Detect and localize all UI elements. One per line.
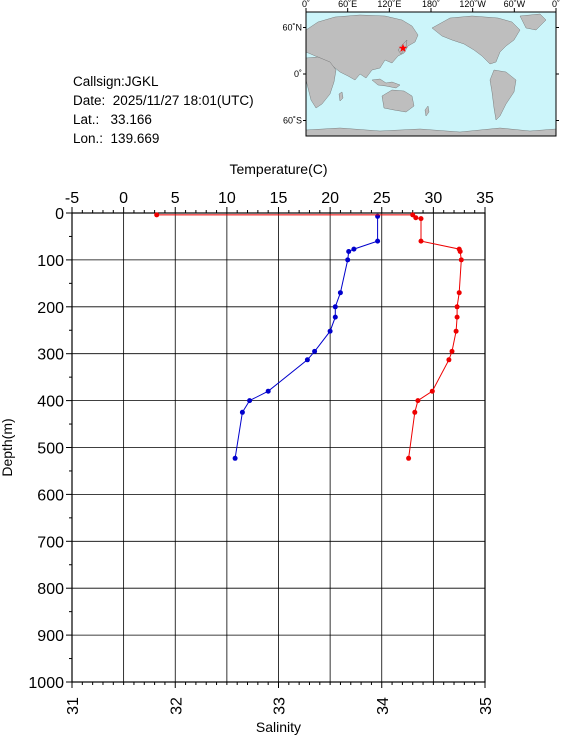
map-lon-label: 0˚ bbox=[552, 0, 560, 9]
temperature-data-point bbox=[351, 246, 357, 252]
station-info: Callsign:JGKL Date: 2025/11/27 18:01(UTC… bbox=[73, 72, 254, 148]
bottom-tick-label: 31 bbox=[65, 697, 82, 715]
callsign-text: Callsign:JGKL bbox=[73, 74, 159, 89]
y-tick-label: 0 bbox=[55, 206, 64, 223]
date-value: 2025/11/27 18:01(UTC) bbox=[112, 93, 254, 108]
salinity-profile-line bbox=[156, 214, 462, 459]
top-axis-title: Temperature(C) bbox=[229, 161, 327, 177]
salinity-data-point bbox=[453, 328, 459, 334]
salinity-data-point bbox=[449, 348, 455, 354]
top-tick-label: 15 bbox=[270, 190, 288, 207]
temperature-data-point bbox=[232, 455, 238, 461]
y-tick-label: 700 bbox=[37, 534, 64, 551]
y-tick-label: 100 bbox=[37, 253, 64, 270]
salinity-data-point bbox=[454, 314, 460, 320]
top-tick-label: 25 bbox=[373, 190, 391, 207]
bottom-tick-label: 34 bbox=[375, 697, 392, 715]
y-tick-label: 400 bbox=[37, 394, 64, 411]
salinity-data-point bbox=[458, 257, 464, 263]
chart-grid bbox=[71, 212, 486, 683]
salinity-data-point bbox=[415, 398, 421, 404]
land-new-zealand bbox=[424, 105, 430, 117]
lon-label: Lon.: bbox=[73, 131, 104, 146]
top-tick-label: 30 bbox=[424, 190, 442, 207]
salinity-data-point bbox=[413, 215, 419, 221]
top-tick-label: 20 bbox=[321, 190, 339, 207]
salinity-data-point bbox=[406, 455, 412, 461]
map-lon-label: 0˚ bbox=[302, 0, 310, 9]
salinity-data-point bbox=[454, 304, 460, 310]
top-tick-label: 5 bbox=[171, 190, 180, 207]
temperature-profile-line bbox=[234, 216, 379, 459]
salinity-data-point bbox=[446, 357, 452, 363]
salinity-data-point bbox=[429, 388, 435, 394]
top-tick-label: 10 bbox=[218, 190, 236, 207]
land-greenland bbox=[519, 13, 547, 31]
salinity-data-point bbox=[412, 409, 418, 415]
temperature-data-point bbox=[346, 249, 352, 254]
temperature-data-point bbox=[265, 388, 271, 394]
temperature-data-point bbox=[345, 257, 351, 263]
temperature-data-point bbox=[332, 314, 338, 320]
map-lon-label: 120˚W bbox=[459, 0, 486, 9]
top-tick-label: -5 bbox=[65, 190, 79, 207]
land-north-america bbox=[431, 15, 521, 65]
bottom-tick-label: 32 bbox=[168, 697, 185, 715]
land-south-america bbox=[489, 69, 517, 121]
temperature-data-point bbox=[332, 304, 338, 310]
map-ticks bbox=[303, 8, 559, 121]
lat-value: 33.166 bbox=[110, 112, 152, 127]
land-africa bbox=[305, 56, 337, 109]
world-map: 0˚ 60˚E 120˚E 180˚ 120˚W 60˚W 0˚ 60˚N 0˚ 60˚S bbox=[282, 0, 560, 137]
map-lat-label: 60˚N bbox=[282, 23, 302, 33]
lon-value: 139.669 bbox=[110, 131, 160, 146]
salinity-data-point bbox=[418, 216, 424, 222]
temperature-data-point bbox=[312, 348, 318, 354]
y-tick-label: 200 bbox=[37, 300, 64, 317]
salinity-data-point bbox=[457, 249, 463, 254]
temperature-data-point bbox=[304, 357, 310, 363]
y-tick-label: 500 bbox=[37, 441, 64, 458]
y-tick-label: 300 bbox=[37, 347, 64, 364]
map-lon-label: 60˚W bbox=[504, 0, 526, 9]
salinity-data-point bbox=[154, 212, 160, 218]
y-tick-label: 900 bbox=[37, 628, 64, 645]
temperature-data-point bbox=[375, 238, 381, 244]
map-land bbox=[305, 13, 557, 137]
map-lon-label: 120˚E bbox=[377, 0, 401, 9]
land-indonesia bbox=[371, 78, 401, 89]
map-lat-label: 60˚S bbox=[283, 116, 302, 126]
bottom-axis-title: Salinity bbox=[256, 719, 301, 735]
bottom-tick-label: 33 bbox=[272, 697, 289, 715]
map-lon-label: 60˚E bbox=[338, 0, 357, 9]
y-tick-label: 600 bbox=[37, 487, 64, 504]
top-tick-label: 35 bbox=[476, 190, 494, 207]
map-lat-label: 0˚ bbox=[294, 69, 302, 79]
top-tick-label: 0 bbox=[119, 190, 128, 207]
y-tick-label: 800 bbox=[37, 581, 64, 598]
bottom-tick-label: 35 bbox=[478, 697, 495, 715]
map-lon-label: 180˚ bbox=[422, 0, 440, 9]
salinity-data-point bbox=[456, 290, 462, 296]
land-australia bbox=[381, 89, 415, 113]
temperature-data-point bbox=[247, 398, 253, 404]
temperature-data-point bbox=[327, 328, 333, 334]
y-tick-label: 1000 bbox=[28, 675, 64, 692]
land-madagascar bbox=[338, 91, 344, 102]
temperature-data-point bbox=[239, 409, 245, 415]
lat-label: Lat.: bbox=[73, 112, 100, 127]
y-axis-title: Depth(m) bbox=[0, 418, 15, 476]
date-label: Date: bbox=[73, 93, 106, 108]
salinity-data-point bbox=[418, 238, 424, 244]
temperature-data-point bbox=[337, 290, 343, 296]
station-marker-icon bbox=[398, 43, 408, 52]
